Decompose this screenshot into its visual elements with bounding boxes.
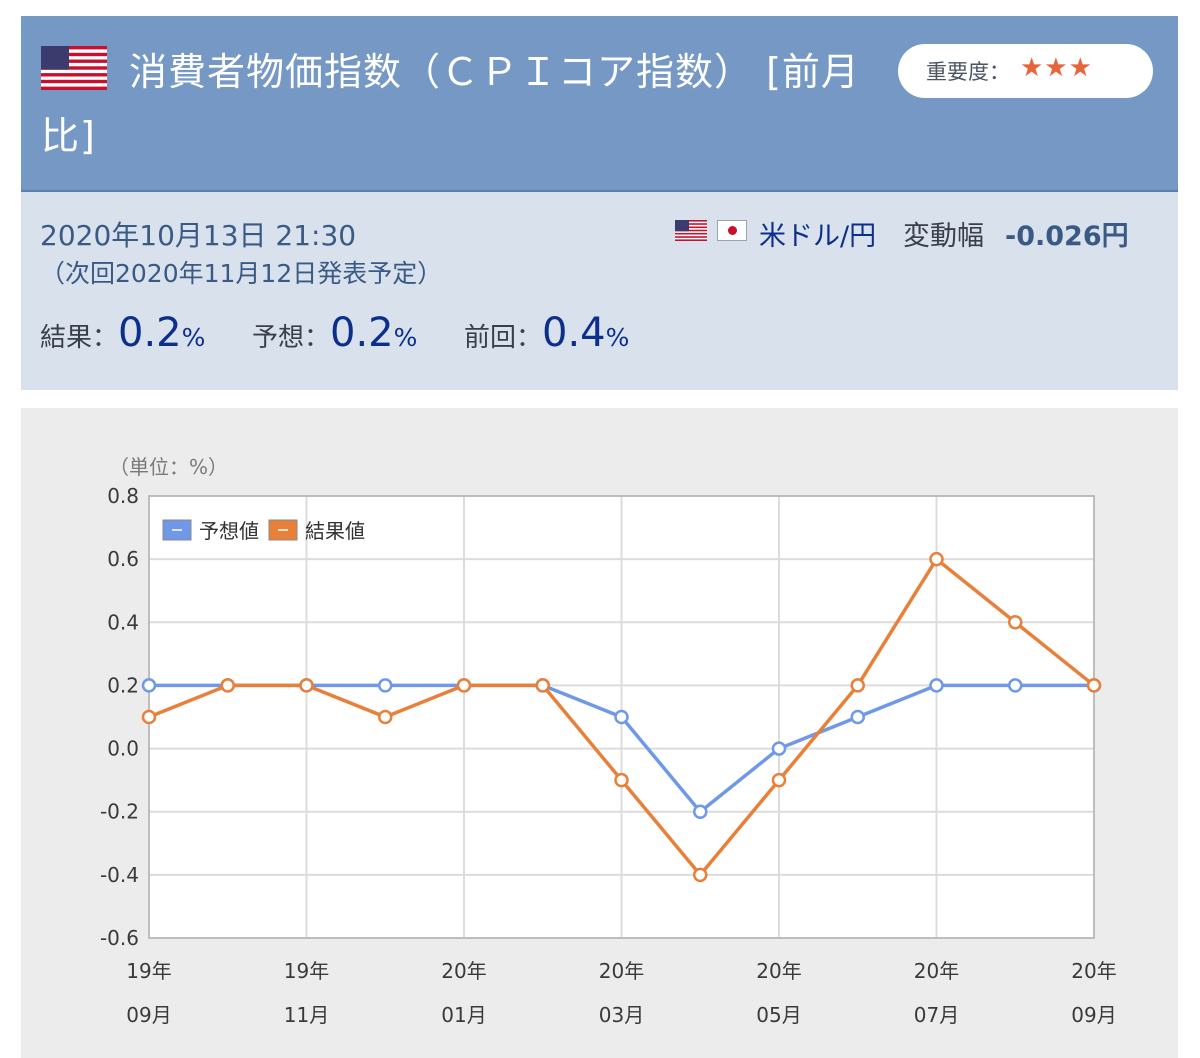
- x-tick-year: 20年: [1071, 959, 1116, 983]
- y-tick-label: 0.4: [107, 610, 139, 634]
- data-point-1: [850, 678, 865, 693]
- range-value: -0.026円: [1005, 221, 1129, 252]
- data-point-1: [220, 678, 235, 693]
- previous-value: 0.4: [542, 310, 606, 356]
- data-point-1: [614, 772, 629, 788]
- previous-unit: %: [605, 323, 630, 352]
- x-tick-year: 20年: [441, 959, 486, 983]
- data-point-1: [771, 772, 787, 788]
- x-tick-year: 19年: [284, 959, 329, 983]
- data-point-0: [614, 709, 629, 725]
- forecast-value: 0.2: [330, 310, 394, 356]
- data-point-1: [299, 678, 314, 693]
- data-point-1: [1086, 678, 1102, 693]
- importance-label: 重要度：: [926, 60, 1010, 84]
- release-date: 2020年10月13日 21:30: [40, 219, 357, 252]
- page-title: 消費者物価指数（ＣＰＩコア指数） [前月比]: [41, 50, 860, 158]
- data-point-1: [378, 709, 393, 725]
- line-chart: 0.8 0.6 0.4 0.2 0.0 -0.2 -0.4 -0.6 （単位：%） 19年 09月 1…: [100, 455, 1117, 1027]
- data-point-0: [929, 678, 944, 693]
- x-tick-year: 19年: [126, 959, 171, 983]
- x-tick-month: 11月: [284, 1003, 329, 1027]
- previous-label: 前回：: [464, 323, 543, 353]
- chart-panel: 0.8 0.6 0.4 0.2 0.0 -0.2 -0.4 -0.6 （単位：%） 19年 09月 1…: [21, 408, 1178, 1058]
- data-point-1: [535, 678, 550, 693]
- data-point-0: [693, 804, 708, 819]
- importance-stars: ★★★: [1020, 53, 1093, 83]
- japan-flag-icon: [717, 220, 747, 241]
- y-tick-label: -0.4: [100, 863, 139, 887]
- forecast-stat: 予想：0.2%: [252, 310, 417, 356]
- data-point-0: [771, 741, 787, 756]
- x-tick-month: 09月: [1071, 1003, 1116, 1027]
- y-tick-label: -0.2: [100, 800, 139, 824]
- previous-stat: 前回：0.4%: [464, 310, 629, 356]
- data-point-0: [1008, 678, 1023, 693]
- us-flag-icon: [41, 46, 107, 90]
- importance-badge: 重要度： ★★★: [898, 44, 1153, 98]
- result-label: 結果：: [40, 323, 119, 353]
- legend-label: 結果値: [305, 519, 365, 543]
- release-info-panel: 2020年10月13日 21:30 （次回2020年11月12日発表予定） 米ド…: [21, 192, 1178, 390]
- x-tick-year: 20年: [756, 959, 801, 983]
- data-point-1: [1008, 615, 1023, 630]
- x-tick-month: 05月: [756, 1003, 801, 1027]
- data-point-1: [456, 678, 472, 693]
- x-tick-month: 01月: [441, 1003, 486, 1027]
- result-stat: 結果：0.2%: [40, 310, 205, 356]
- indicator-header: 消費者物価指数（ＣＰＩコア指数） [前月比] 重要度： ★★★: [21, 16, 1178, 192]
- data-point-0: [378, 678, 393, 693]
- legend-label: 予想値: [199, 519, 259, 543]
- next-release-date: （次回2020年11月12日発表予定）: [40, 259, 443, 288]
- y-tick-label: -0.6: [100, 926, 139, 950]
- y-tick-label: 0.0: [107, 737, 139, 761]
- y-tick-label: 0.2: [107, 673, 139, 697]
- us-flag-small-icon: [675, 220, 707, 241]
- x-tick-year: 20年: [914, 959, 959, 983]
- result-value: 0.2: [118, 310, 182, 356]
- y-tick-label: 0.6: [107, 547, 139, 571]
- x-tick-month: 07月: [914, 1003, 959, 1027]
- currency-pair-link[interactable]: 米ドル/円: [759, 221, 877, 252]
- data-point-0: [850, 709, 865, 725]
- range-label: 変動幅: [903, 221, 984, 252]
- forecast-label: 予想：: [252, 323, 331, 353]
- result-unit: %: [181, 323, 206, 352]
- data-point-0: [141, 678, 157, 693]
- x-tick-year: 20年: [599, 959, 644, 983]
- data-point-1: [141, 709, 157, 725]
- data-point-1: [693, 867, 708, 883]
- y-unit-label: （単位：%）: [109, 455, 228, 479]
- x-tick-month: 09月: [126, 1003, 171, 1027]
- data-point-1: [929, 551, 944, 567]
- y-tick-label: 0.8: [107, 484, 139, 508]
- x-tick-month: 03月: [599, 1003, 644, 1027]
- forecast-unit: %: [393, 323, 418, 352]
